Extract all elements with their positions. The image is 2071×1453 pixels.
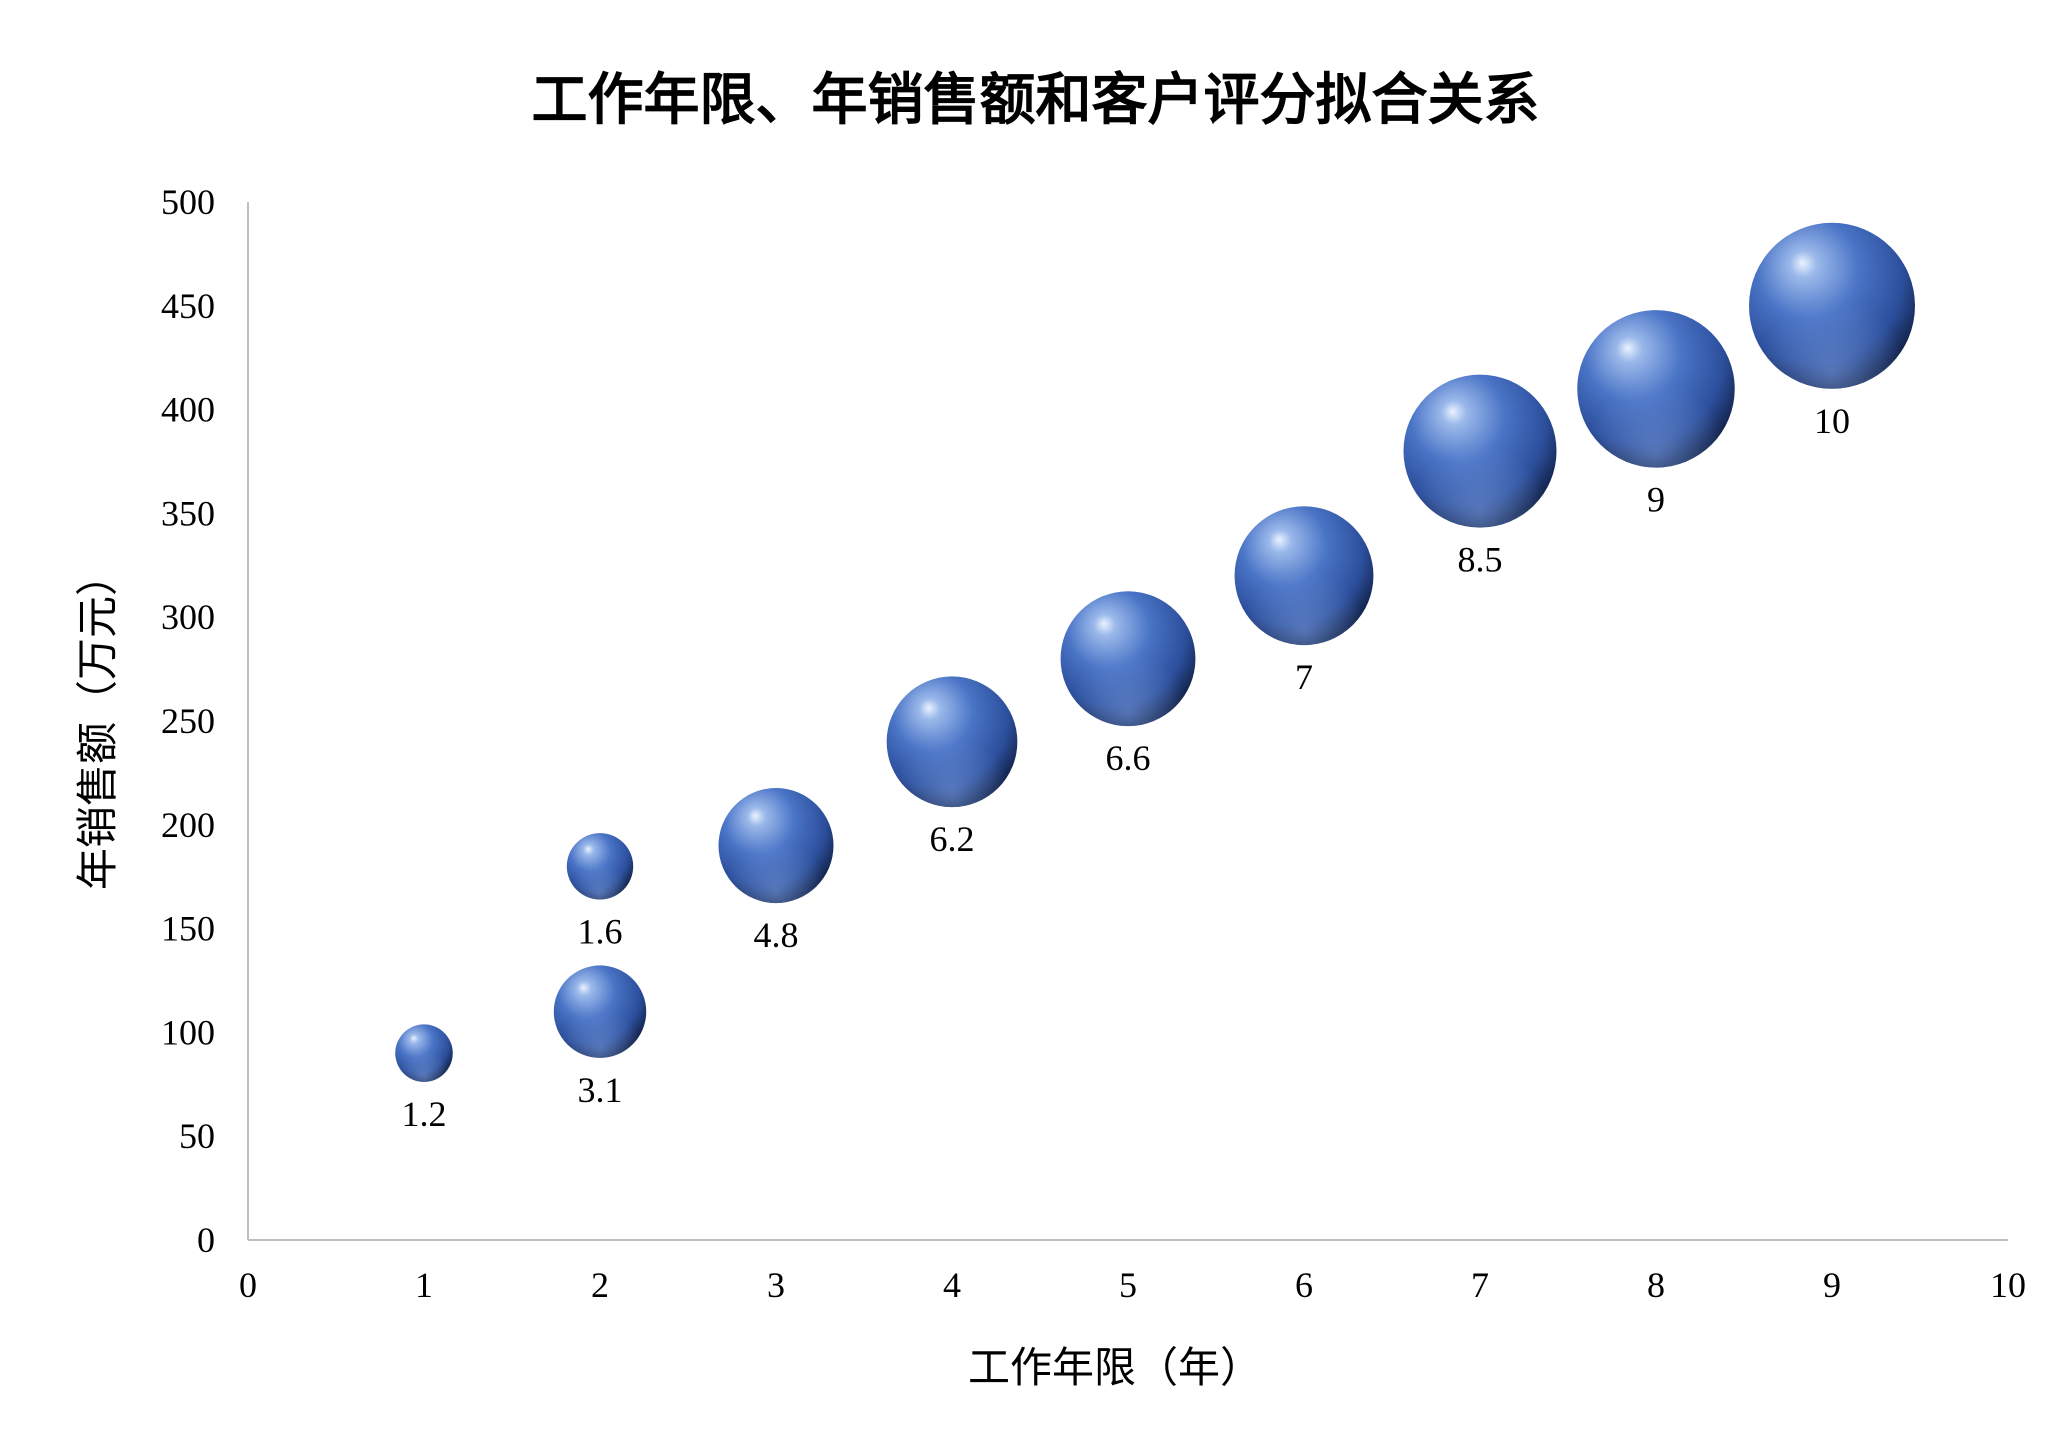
bubble [1749,222,1915,389]
bubble [718,788,834,904]
x-tick-label: 6 [1295,1265,1313,1305]
bubble-rim [395,1024,453,1082]
x-tick-label: 7 [1471,1265,1489,1305]
x-tick-label: 10 [1990,1265,2026,1305]
y-tick-label: 0 [197,1220,215,1260]
y-tick-label: 250 [161,701,215,741]
y-tick-label: 500 [161,182,215,222]
bubble-rim [1577,310,1735,468]
axes [247,202,2008,1241]
bubble-rim [718,788,834,904]
data-label: 3.1 [578,1070,623,1110]
bubble [1234,506,1374,646]
bubble [553,965,647,1058]
bubble-rim [566,833,634,900]
bubble [886,676,1018,808]
data-label: 6.2 [930,819,975,859]
bubble-rim [1403,374,1557,528]
chart-title: 工作年限、年销售额和客户评分拟合关系 [531,68,1540,133]
bubbles [395,222,1915,1082]
data-labels: 1.2 3.1 1.6 4.8 6.2 6.6 7 8.5 9 10 [402,401,1851,1134]
bubble [1403,374,1557,528]
bubble-rim [553,965,647,1058]
data-label: 10 [1814,401,1850,441]
x-tick-label: 1 [415,1265,433,1305]
y-tick-label: 200 [161,805,215,845]
bubble-rim [1234,506,1374,646]
y-tick-label: 300 [161,597,215,637]
x-tick-label: 3 [767,1265,785,1305]
y-axis-title: 年销售额（万元） [73,554,122,890]
data-label: 1.2 [402,1094,447,1134]
bubble-rim [886,676,1018,808]
x-tick-label: 0 [239,1265,257,1305]
y-tick-labels: 0 50 100 150 200 250 300 350 400 450 500 [161,182,215,1260]
x-tick-label: 9 [1823,1265,1841,1305]
y-tick-label: 150 [161,909,215,949]
data-label: 8.5 [1458,540,1503,580]
x-tick-label: 4 [943,1265,961,1305]
bubble [1060,591,1196,727]
data-label: 9 [1647,480,1665,520]
y-tick-label: 400 [161,390,215,430]
data-label: 4.8 [754,915,799,955]
y-tick-label: 50 [179,1116,215,1156]
bubble [395,1024,453,1082]
y-tick-label: 350 [161,493,215,533]
data-label: 6.6 [1106,738,1151,778]
x-axis-title: 工作年限（年） [968,1343,1262,1392]
y-tick-label: 450 [161,286,215,326]
bubble [566,833,634,900]
x-tick-labels: 0 1 2 3 4 5 6 7 8 9 10 [239,1265,2026,1305]
y-tick-label: 100 [161,1012,215,1052]
x-tick-label: 8 [1647,1265,1665,1305]
bubble-rim [1060,591,1196,727]
bubble [1577,310,1735,468]
bubble-rim [1749,222,1915,389]
data-label: 7 [1295,657,1313,697]
x-tick-label: 2 [591,1265,609,1305]
data-label: 1.6 [578,912,623,952]
x-tick-label: 5 [1119,1265,1137,1305]
